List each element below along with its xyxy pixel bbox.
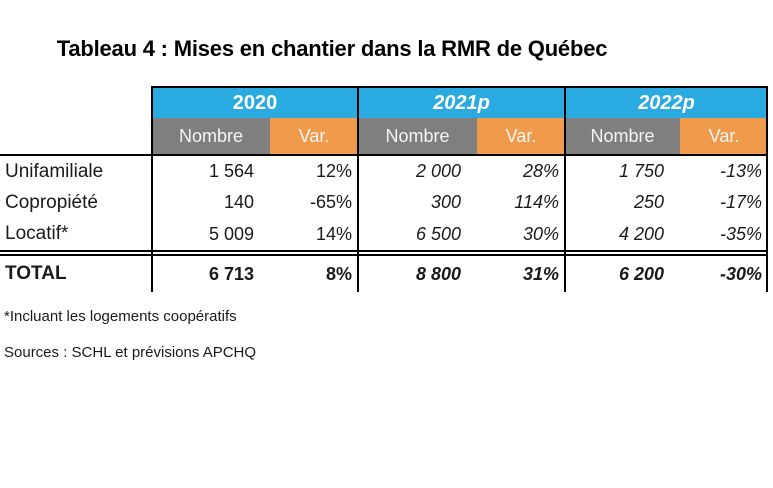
cell-2021-var: 114% (514, 192, 559, 212)
cell-2022-var: -13% (719, 161, 762, 181)
subheader-nombre: Nombre (152, 118, 270, 154)
row-label-unifamiliale: Unifamiliale (5, 160, 104, 182)
cell-2021-nombre: 300 (430, 192, 461, 212)
cell-2020-nombre: 1 564 (208, 161, 254, 181)
cell-2022-nombre: 4 200 (618, 223, 664, 244)
cell-2022-nombre: 250 (633, 192, 664, 212)
cell-2020-var: -65% (309, 192, 352, 212)
cell-2022-nombre: 1 750 (618, 161, 664, 181)
row-label-copropiete: Copropiété (5, 191, 98, 213)
cell-2022-var: -17% (719, 192, 762, 212)
table-title: Tableau 4 : Mises en chantier dans la RM… (56, 36, 608, 61)
total-2022-var: -30% (719, 263, 762, 284)
year-header-2022p: 2022p (565, 88, 768, 118)
header-separator-line (0, 154, 768, 156)
subheader-var: Var. (477, 118, 565, 154)
row-label-locatif: Locatif* (5, 223, 69, 244)
cell-2020-var: 12% (315, 161, 352, 181)
cell-2021-nombre: 2 000 (415, 161, 461, 181)
subheader-nombre: Nombre (358, 118, 477, 154)
corner-spacer (0, 118, 152, 154)
total-2020-var: 8% (325, 263, 352, 284)
table-vertical-border (766, 86, 768, 292)
cell-2021-nombre: 6 500 (415, 223, 461, 244)
subheader-nombre: Nombre (565, 118, 680, 154)
row-label-total: TOTAL (5, 263, 67, 284)
cell-2020-var: 14% (315, 223, 352, 244)
table-vertical-border (564, 86, 566, 292)
cell-2021-var: 28% (522, 161, 559, 181)
corner-spacer (0, 88, 152, 118)
total-2021-nombre: 8 800 (415, 263, 461, 284)
housing-starts-table: 2020 2021p 2022p Nombre Var. Nombre Var.… (0, 88, 768, 292)
total-2022-nombre: 6 200 (618, 263, 664, 284)
table-vertical-border (357, 86, 359, 292)
total-2020-nombre: 6 713 (208, 263, 254, 284)
total-double-rule (0, 250, 768, 256)
footnote-sources: Sources : SCHL et prévisions APCHQ (4, 344, 257, 361)
footnote-cooperatives: *Incluant les logements coopératifs (4, 308, 237, 325)
total-2021-var: 31% (522, 263, 559, 284)
subheader-var: Var. (680, 118, 768, 154)
cell-2021-var: 30% (522, 223, 559, 244)
cell-2020-nombre: 140 (223, 192, 254, 212)
table-vertical-border (151, 86, 153, 292)
table-top-border (151, 86, 768, 88)
year-header-2021p: 2021p (358, 88, 565, 118)
year-header-2020: 2020 (152, 88, 358, 118)
cell-2020-nombre: 5 009 (208, 223, 254, 244)
cell-2022-var: -35% (719, 223, 762, 244)
subheader-var: Var. (270, 118, 358, 154)
